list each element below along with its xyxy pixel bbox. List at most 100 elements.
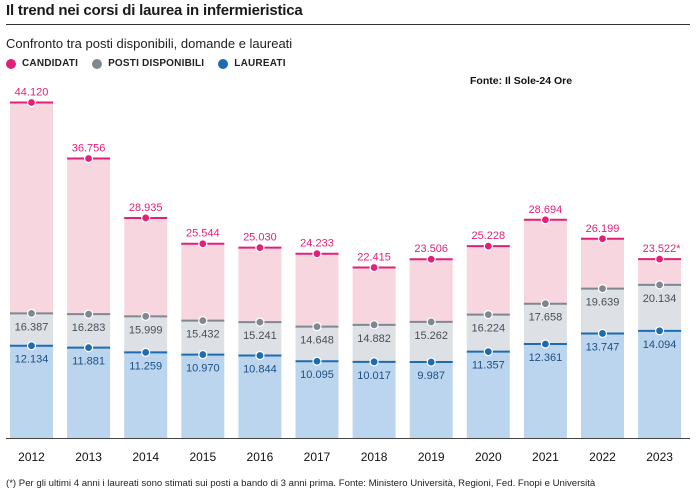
legend-dot-laureati — [218, 58, 229, 69]
label-laureati-2020: 11.357 — [472, 360, 505, 372]
point-candidati-2021 — [540, 215, 551, 225]
bar-laureati-2018 — [352, 361, 396, 438]
chart-subtitle: Confronto tra posti disponibili, domande… — [6, 36, 293, 51]
point-candidati-2014 — [141, 213, 151, 223]
bar-posti-2022 — [581, 288, 624, 334]
point-laureati-2016 — [255, 350, 265, 361]
point-posti-2019 — [426, 317, 436, 327]
point-candidati-2020 — [483, 241, 493, 251]
label-laureati-2021: 12.361 — [529, 352, 563, 364]
x-tick-label-2017: 2017 — [304, 450, 331, 464]
label-laureati-2022: 13.747 — [586, 341, 620, 353]
bar-laureati-2022 — [581, 333, 624, 438]
bar-laureati-2021 — [523, 343, 567, 438]
label-posti-2014: 15.999 — [129, 324, 163, 336]
label-posti-2021: 17.658 — [529, 312, 563, 324]
x-tick-label-2022: 2022 — [589, 450, 616, 464]
x-tick-label-2016: 2016 — [247, 450, 274, 464]
x-tick-label-2014: 2014 — [132, 450, 159, 464]
bar-posti-2015 — [181, 320, 225, 355]
legend-label-candidati: CANDIDATI — [22, 58, 79, 69]
label-posti-2020: 16.224 — [471, 323, 505, 335]
x-tick-label-2020: 2020 — [475, 450, 502, 464]
bar-laureati-2012 — [10, 345, 53, 438]
point-posti-2017 — [312, 322, 322, 332]
label-laureati-2014: 11.259 — [129, 360, 162, 372]
bar-posti-2023 — [638, 284, 682, 331]
point-posti-2022 — [597, 284, 608, 294]
bar-candidati-2019 — [409, 259, 453, 322]
legend-item-laureati: LAUREATI — [218, 58, 285, 69]
point-posti-2016 — [255, 317, 265, 327]
point-posti-2023 — [654, 280, 665, 290]
label-candidati-2019: 23.506 — [414, 243, 448, 255]
point-candidati-2013 — [83, 153, 94, 164]
bar-laureati-2017 — [295, 361, 339, 438]
point-laureati-2019 — [426, 357, 436, 367]
label-candidati-2020: 25.228 — [471, 230, 505, 242]
bar-laureati-2013 — [67, 347, 111, 438]
point-laureati-2023 — [654, 326, 665, 336]
legend: CANDIDATI POSTI DISPONIBILI LAUREATI — [6, 58, 286, 69]
label-candidati-2015: 25.544 — [186, 228, 220, 240]
bar-posti-2018 — [352, 324, 396, 362]
x-tick-label-2019: 2019 — [418, 450, 445, 464]
label-candidati-2016: 25.030 — [243, 232, 277, 244]
point-posti-2013 — [83, 309, 94, 319]
label-laureati-2013: 11.881 — [72, 356, 105, 368]
label-posti-2017: 14.648 — [300, 335, 334, 347]
point-laureati-2013 — [83, 343, 94, 353]
source-note: Fonte: Il Sole-24 Ore — [470, 75, 573, 87]
point-posti-2014 — [141, 311, 151, 321]
point-candidati-2016 — [255, 243, 265, 253]
x-tick-label-2013: 2013 — [75, 450, 102, 464]
label-laureati-2019: 9.987 — [417, 370, 445, 382]
bar-candidati-2014 — [124, 217, 168, 317]
title-divider — [6, 24, 690, 25]
label-laureati-2018: 10.017 — [357, 370, 391, 382]
bar-candidati-2020 — [466, 246, 510, 315]
chart-title: Il trend nei corsi di laurea in infermie… — [6, 2, 303, 19]
bar-posti-2014 — [124, 316, 168, 353]
x-tick-label-2015: 2015 — [189, 450, 216, 464]
point-laureati-2020 — [483, 347, 493, 357]
bar-posti-2019 — [409, 321, 453, 363]
bar-laureati-2023 — [638, 330, 682, 438]
point-laureati-2022 — [597, 328, 608, 339]
bar-posti-2017 — [295, 326, 339, 362]
point-candidati-2019 — [426, 254, 436, 264]
x-tick-label-2021: 2021 — [532, 450, 559, 464]
label-candidati-2012: 44.120 — [15, 86, 49, 98]
point-laureati-2014 — [141, 347, 151, 357]
bar-posti-2013 — [67, 314, 111, 348]
point-laureati-2012 — [26, 341, 37, 351]
legend-item-candidati: CANDIDATI — [6, 58, 78, 69]
label-candidati-2018: 22.415 — [357, 252, 391, 264]
bar-candidati-2017 — [295, 253, 339, 327]
point-candidati-2015 — [198, 239, 208, 249]
bar-candidati-2018 — [352, 267, 396, 325]
footnote: (*) Per gli ultimi 4 anni i laureati son… — [6, 478, 596, 489]
point-candidati-2023 — [654, 254, 665, 264]
bar-laureati-2015 — [181, 354, 225, 438]
label-candidati-2014: 28.935 — [129, 202, 163, 214]
bar-candidati-2012 — [10, 102, 53, 314]
bar-laureati-2014 — [124, 352, 168, 438]
point-posti-2021 — [540, 299, 551, 309]
point-candidati-2022 — [597, 234, 608, 244]
bar-candidati-2015 — [181, 243, 225, 321]
point-candidati-2012 — [26, 97, 37, 108]
bar-posti-2021 — [523, 303, 567, 344]
legend-dot-candidati — [6, 58, 16, 69]
label-posti-2013: 16.283 — [72, 322, 106, 334]
bar-candidati-2022 — [581, 238, 624, 289]
label-candidati-2013: 36.756 — [72, 142, 106, 154]
point-laureati-2021 — [540, 339, 551, 349]
label-laureati-2023: 14.094 — [643, 339, 677, 351]
point-posti-2018 — [369, 320, 379, 330]
bar-posti-2016 — [238, 322, 282, 356]
x-tick-label-2023: 2023 — [646, 450, 673, 464]
point-posti-2020 — [483, 310, 493, 320]
legend-dot-posti — [92, 58, 103, 69]
